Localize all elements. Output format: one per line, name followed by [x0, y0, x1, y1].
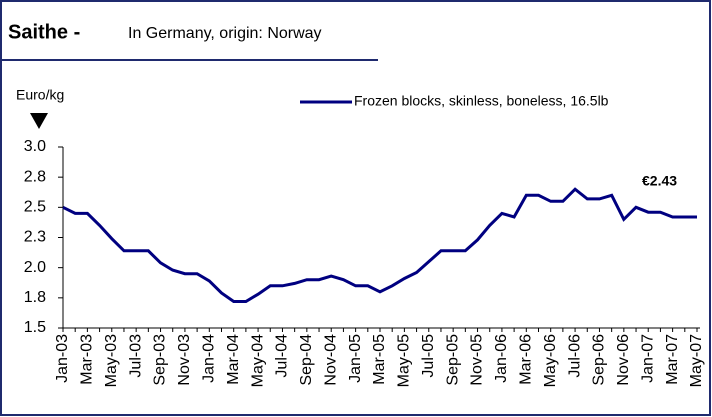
x-tick-label: Jul-06	[566, 334, 583, 378]
x-tick-label: Jan-05	[347, 334, 364, 383]
x-tick-label: Mar-03	[79, 334, 96, 385]
x-tick-label: May-03	[103, 334, 120, 387]
x-tick-label: Nov-05	[469, 334, 486, 386]
chart-subtitle: In Germany, origin: Norway	[128, 25, 322, 42]
x-tick-label: Sep-05	[444, 334, 461, 386]
y-tick-label: 1.5	[24, 319, 46, 336]
x-tick-label: May-04	[249, 334, 266, 387]
x-tick-label: Nov-03	[176, 334, 193, 386]
x-tick-label: Sep-04	[298, 334, 315, 386]
x-tick-label: Jul-03	[127, 334, 144, 378]
x-tick-label: Mar-04	[225, 334, 242, 385]
x-tick-label: Nov-06	[615, 334, 632, 386]
chart-title: Saithe -	[8, 21, 80, 43]
y-tick-label: 2.8	[24, 168, 46, 185]
y-tick-label: 2.3	[24, 229, 46, 246]
x-tick-label: Jul-05	[420, 334, 437, 378]
x-tick-label: Jan-07	[639, 334, 656, 383]
x-tick-label: Mar-06	[518, 334, 535, 385]
x-tick-label: Jan-04	[201, 334, 218, 383]
legend-label: Frozen blocks, skinless, boneless, 16.5l…	[354, 93, 609, 109]
x-tick-label: May-07	[688, 334, 705, 387]
arrow-icon	[30, 113, 48, 129]
x-tick-label: Nov-04	[322, 334, 339, 386]
x-tick-label: Jan-06	[493, 334, 510, 383]
y-tick-label: 1.8	[24, 289, 46, 306]
x-tick-label: May-06	[542, 334, 559, 387]
y-tick-label: 2.0	[24, 259, 46, 276]
y-tick-label: 3.0	[24, 138, 46, 155]
x-tick-label: Sep-03	[152, 334, 169, 386]
series-line	[62, 187, 697, 303]
x-tick-label: Mar-05	[371, 334, 388, 385]
x-tick-label: Mar-07	[664, 334, 681, 385]
x-tick-label: Jan-03	[54, 334, 71, 383]
annotation: €2.43	[642, 173, 677, 189]
y-tick-label: 2.5	[24, 199, 46, 216]
x-tick-label: May-05	[396, 334, 413, 387]
x-tick-label: Jul-04	[274, 334, 291, 378]
y-axis-label: Euro/kg	[16, 87, 64, 103]
x-tick-label: Sep-06	[591, 334, 608, 386]
